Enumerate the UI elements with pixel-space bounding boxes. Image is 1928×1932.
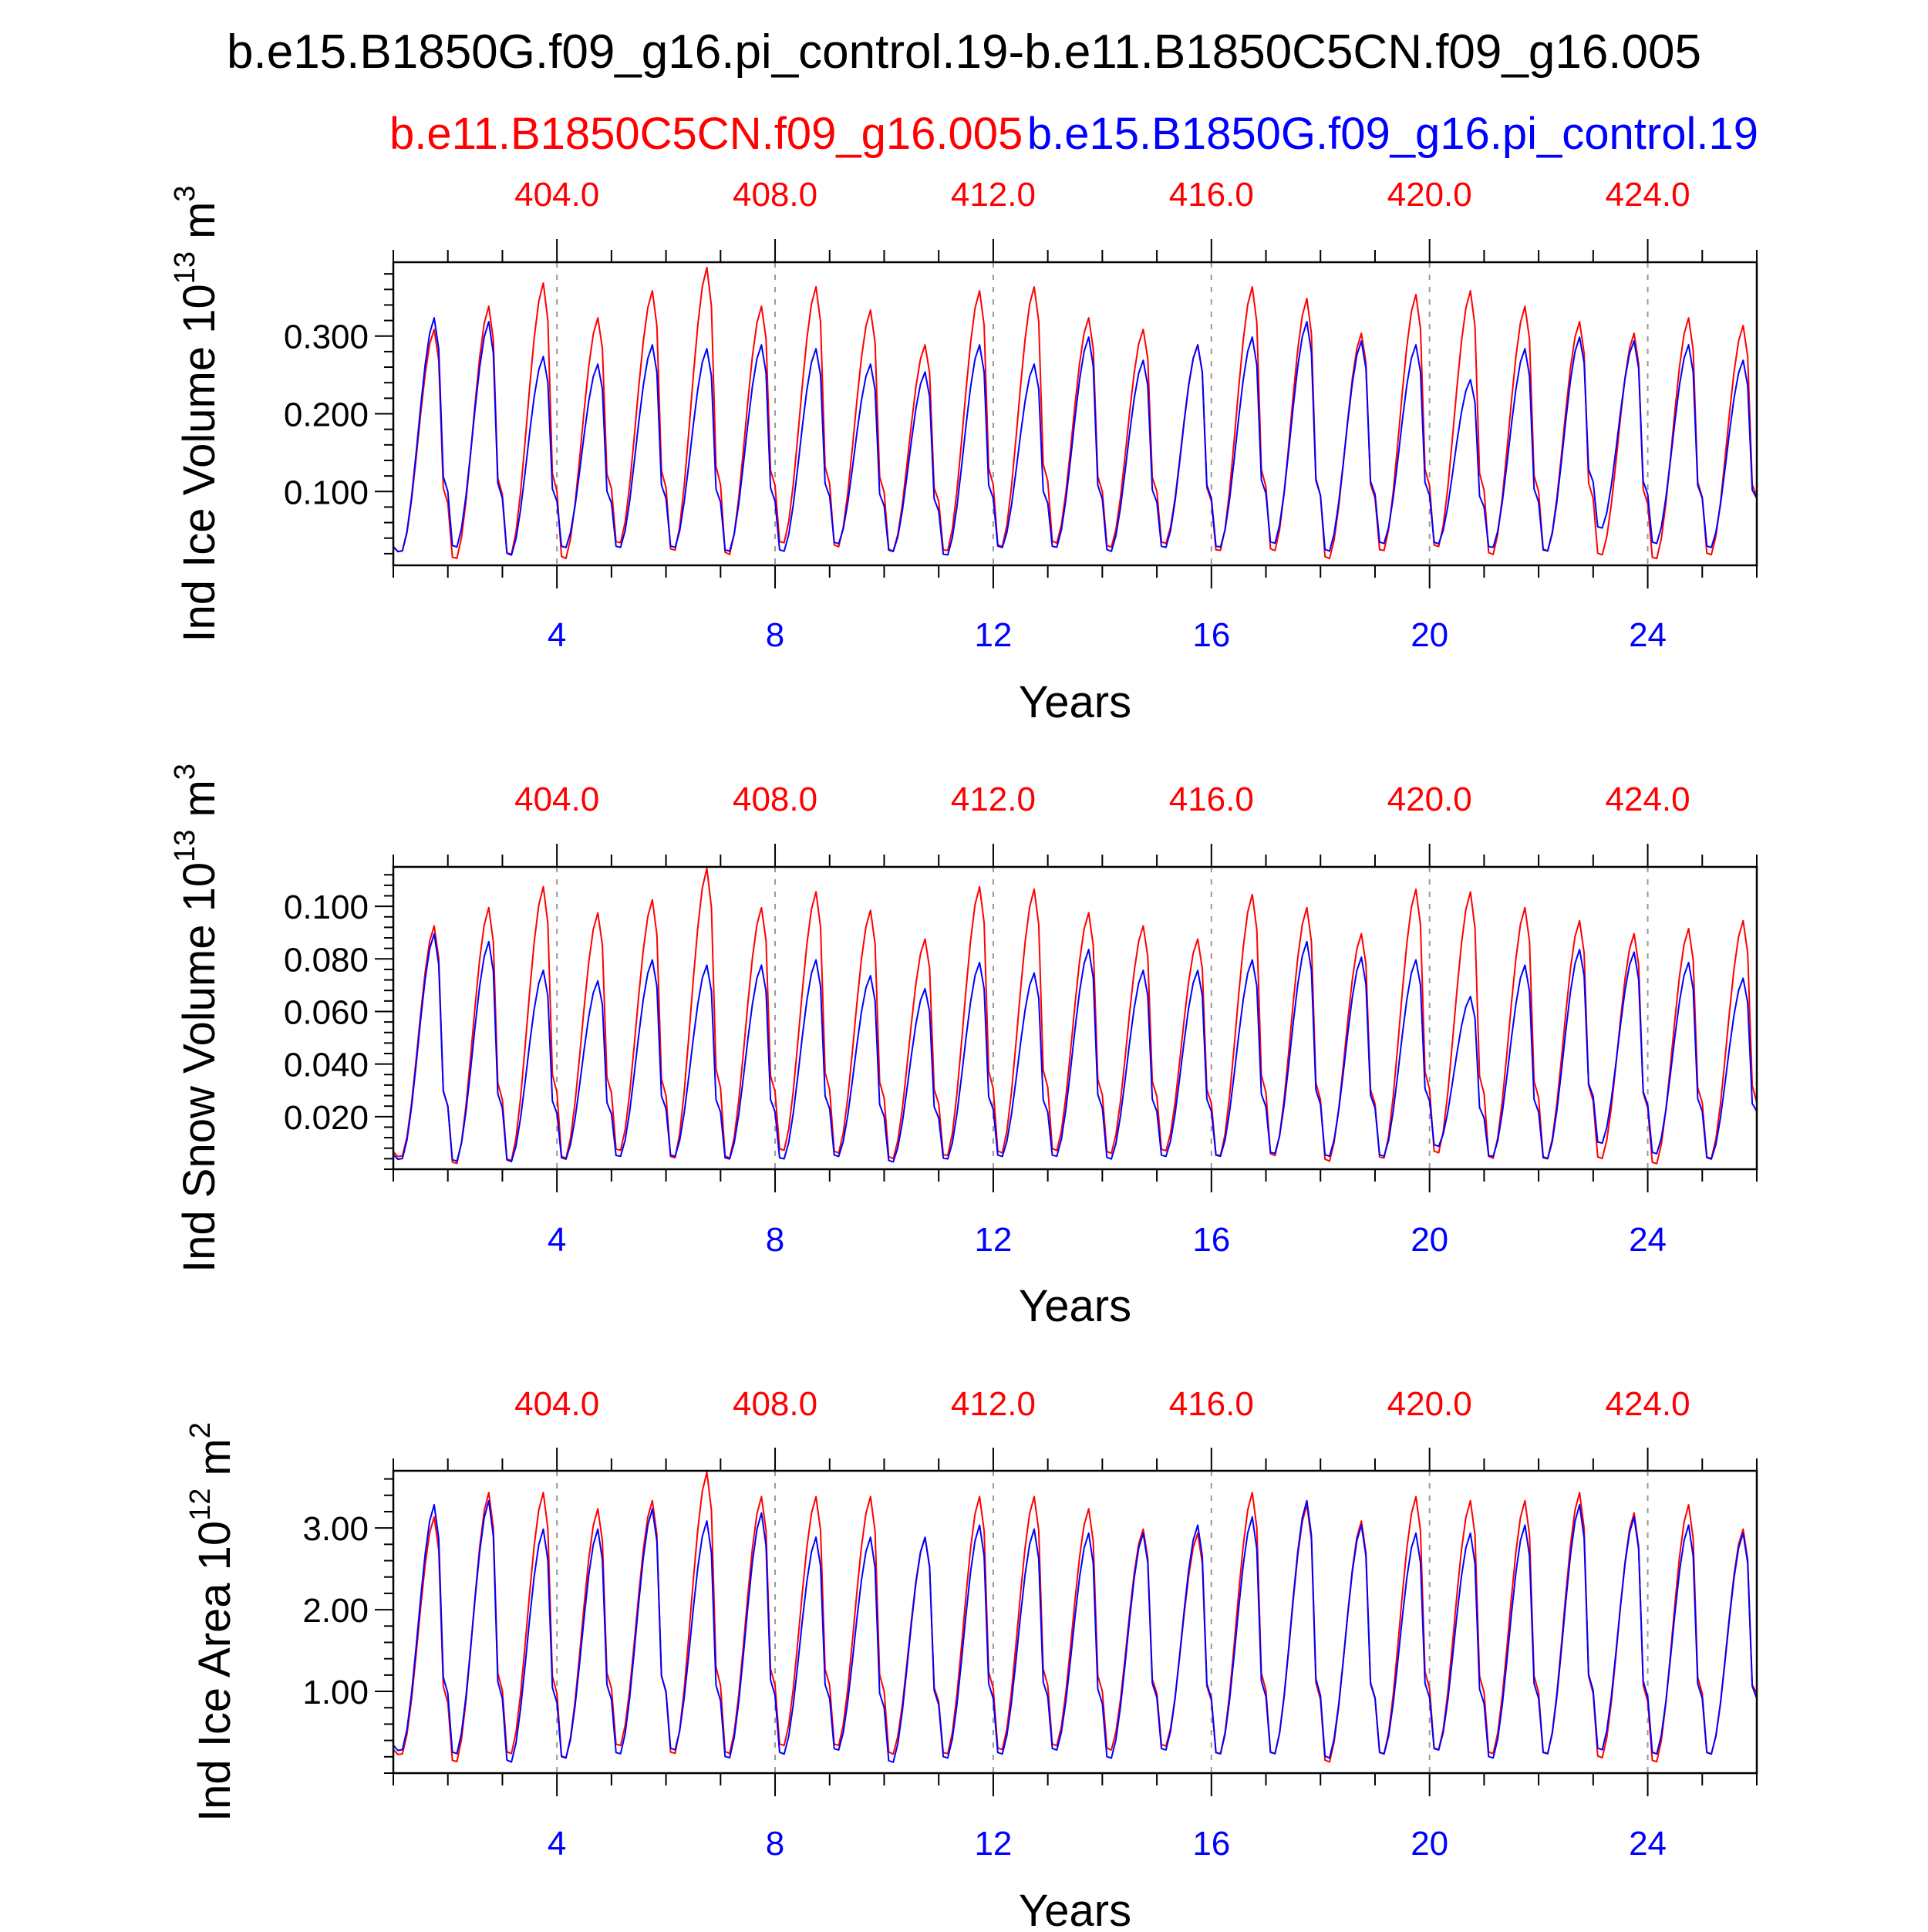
y-tick-label: 0.300 (284, 319, 369, 356)
legend-blue-label: b.e15.B1850G.f09_g16.pi_control.19 (1027, 109, 1758, 159)
top-x-tick-label: 408.0 (733, 1385, 817, 1423)
series-line-red (393, 867, 1758, 1165)
series-line-blue (393, 1499, 1758, 1763)
plot-frame (392, 865, 1758, 1171)
bottom-x-tick-label: 16 (1192, 616, 1230, 654)
x-axis-label: Years (1019, 1281, 1131, 1331)
top-x-tick-label: 412.0 (951, 1385, 1036, 1423)
y-axis-label-unit-exponent: 3 (169, 764, 201, 780)
top-x-tick-label: 424.0 (1606, 1385, 1690, 1423)
bottom-x-tick-label: 16 (1192, 1221, 1230, 1259)
top-x-tick-label: 420.0 (1387, 176, 1472, 214)
top-x-tick-label: 416.0 (1169, 176, 1254, 214)
y-tick-label: 3.00 (302, 1510, 369, 1548)
figure-title: b.e15.B1850G.f09_g16.pi_control.19-b.e11… (227, 25, 1701, 79)
top-x-tick-label: 408.0 (733, 176, 817, 214)
y-tick-label: 0.060 (284, 993, 369, 1031)
y-axis-label-unit: m (174, 780, 224, 829)
top-x-tick-label: 420.0 (1387, 1385, 1472, 1423)
series-line-blue (393, 932, 1758, 1163)
y-axis-label: Ind Snow Volume 1013 m3 (169, 764, 224, 1273)
top-x-tick-label: 404.0 (514, 781, 599, 818)
top-x-tick-label: 424.0 (1606, 781, 1690, 818)
bottom-x-tick-label: 24 (1629, 1221, 1667, 1259)
bottom-x-tick-label: 16 (1192, 1825, 1230, 1863)
bottom-x-tick-label: 24 (1629, 616, 1667, 654)
series-line-red (393, 266, 1758, 560)
top-x-tick-label: 404.0 (514, 176, 599, 214)
bottom-x-tick-label: 8 (766, 1825, 784, 1863)
y-tick-label: 0.100 (284, 474, 369, 511)
y-tick-label: 0.020 (284, 1099, 369, 1137)
x-axis-label: Years (1019, 1886, 1131, 1928)
bottom-x-tick-label: 20 (1411, 616, 1448, 654)
y-tick-label: 0.040 (284, 1047, 369, 1084)
top-x-tick-label: 424.0 (1606, 176, 1690, 214)
y-axis-label: Ind Ice Area 1012 m2 (184, 1422, 240, 1822)
y-tick-label: 2.00 (302, 1592, 369, 1630)
panel-ice-volume: 0.100 0.200 0.300 404.0 408.0 412.0 416.0 420.0… (169, 176, 1758, 727)
y-axis-label-exponent: 13 (169, 251, 201, 284)
bottom-x-tick-label: 20 (1411, 1825, 1448, 1863)
y-axis-label-unit-exponent: 2 (184, 1422, 217, 1438)
bottom-x-tick-label: 24 (1629, 1825, 1667, 1863)
top-x-tick-label: 420.0 (1387, 781, 1472, 818)
y-tick-label: 0.200 (284, 396, 369, 434)
y-axis-label-unit: m (190, 1438, 240, 1488)
bottom-x-tick-label: 4 (548, 1825, 566, 1863)
y-axis-label-exponent: 13 (169, 830, 201, 862)
y-axis-label-exponent: 12 (184, 1489, 217, 1521)
y-axis-label-unit-exponent: 3 (169, 185, 201, 201)
bottom-x-tick-label: 8 (766, 616, 784, 654)
bottom-x-tick-label: 4 (548, 616, 566, 654)
y-tick-label: 0.100 (284, 888, 369, 926)
panel-snow-volume: 0.020 0.040 0.060 0.080 0.100 404.0 408.0 412.0… (169, 764, 1758, 1331)
series-line-red (393, 1471, 1758, 1763)
y-tick-label: 0.080 (284, 941, 369, 979)
bottom-x-tick-label: 12 (974, 1221, 1012, 1259)
top-x-tick-label: 412.0 (951, 781, 1036, 818)
y-axis-label-main: Ind Ice Area 10 (190, 1521, 240, 1822)
series-line-blue (393, 317, 1758, 556)
legend-red-label: b.e11.B1850C5CN.f09_g16.005 (389, 109, 1023, 159)
top-x-tick-label: 416.0 (1169, 781, 1254, 818)
plot-frame (392, 1469, 1758, 1775)
y-tick-label: 1.00 (302, 1674, 369, 1711)
bottom-x-tick-label: 4 (548, 1221, 566, 1259)
y-axis-label-main: Ind Ice Volume 10 (174, 284, 224, 642)
top-x-tick-label: 416.0 (1169, 1385, 1254, 1423)
bottom-x-tick-label: 12 (974, 1825, 1012, 1863)
bottom-x-tick-label: 12 (974, 616, 1012, 654)
top-x-tick-label: 412.0 (951, 176, 1036, 214)
bottom-x-tick-label: 20 (1411, 1221, 1448, 1259)
x-axis-label: Years (1019, 677, 1131, 727)
y-axis-label-main: Ind Snow Volume 10 (174, 862, 224, 1273)
y-axis-label: Ind Ice Volume 1013 m3 (169, 185, 224, 642)
y-axis-label-unit: m (174, 202, 224, 251)
top-x-tick-label: 408.0 (733, 781, 817, 818)
bottom-x-tick-label: 8 (766, 1221, 784, 1259)
top-x-tick-label: 404.0 (514, 1385, 599, 1423)
